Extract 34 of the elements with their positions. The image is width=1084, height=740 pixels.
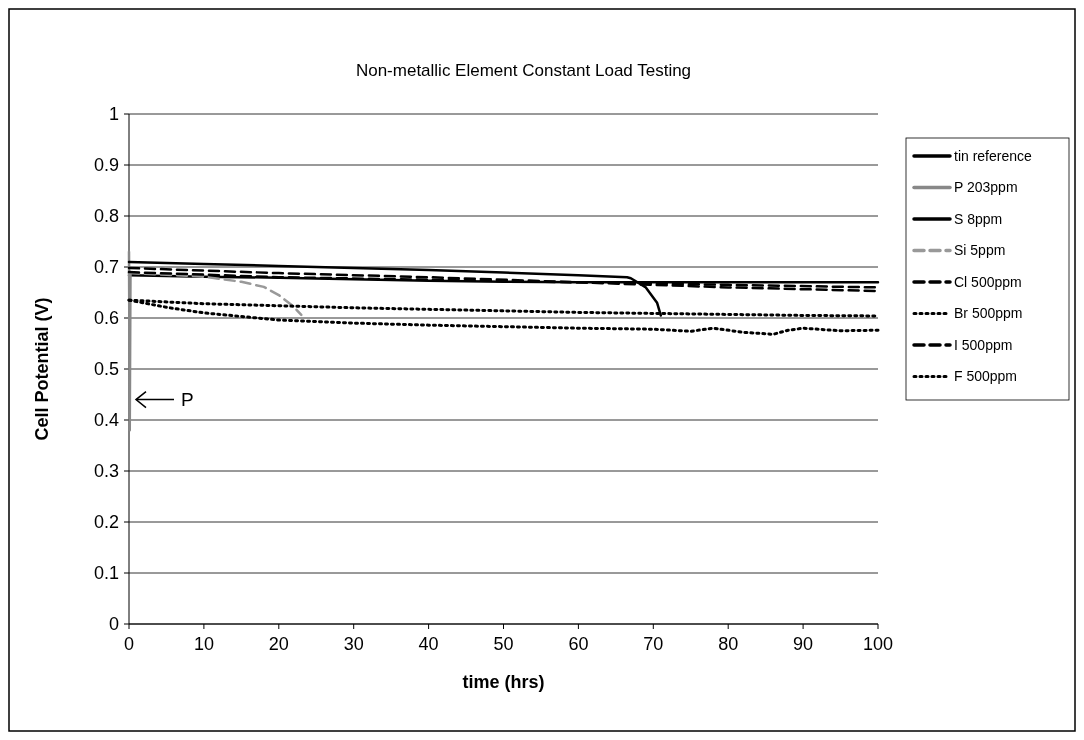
x-tick-label: 30 [343,634,364,654]
x-tick-label: 100 [862,634,894,654]
x-tick-label: 90 [793,634,814,654]
x-tick-label: 60 [568,634,589,654]
legend-label: Cl 500ppm [954,273,1022,290]
legend-label: F 500ppm [954,368,1018,385]
legend-label: S 8ppm [954,210,1003,227]
x-tick-label: 20 [268,634,289,654]
x-tick-label: 40 [418,634,439,654]
y-tick-label: 0.7 [93,257,119,278]
legend-label: I 500ppm [954,336,1013,353]
y-tick-label: 1 [108,104,119,125]
y-tick-label: 0.8 [93,206,119,227]
y-tick-label: 0.4 [93,410,119,431]
x-tick-label: 50 [493,634,514,654]
annotation: P [181,389,194,411]
legend-label: P 203ppm [954,179,1018,196]
y-tick-label: 0.2 [93,512,119,533]
chart-title: Non-metallic Element Constant Load Testing [355,61,692,80]
y-tick-label: 0.9 [93,155,119,176]
y-tick-label: 0.1 [93,563,119,584]
x-tick-label: 70 [643,634,664,654]
legend-label: Si 5ppm [954,242,1006,259]
y-tick-label: 0.3 [93,461,119,482]
x-axis-title: time (hrs) [462,672,545,692]
x-tick-label: 80 [718,634,739,654]
legend-label: tin reference [954,147,1033,164]
x-tick-label: 0 [123,634,135,654]
y-axis-title: Cell Potential (V) [32,297,52,441]
y-tick-label: 0 [108,614,119,635]
y-tick-label: 0.6 [93,308,119,329]
x-tick-label: 10 [193,634,214,654]
y-tick-label: 0.5 [93,359,119,380]
legend-label: Br 500ppm [954,305,1023,322]
